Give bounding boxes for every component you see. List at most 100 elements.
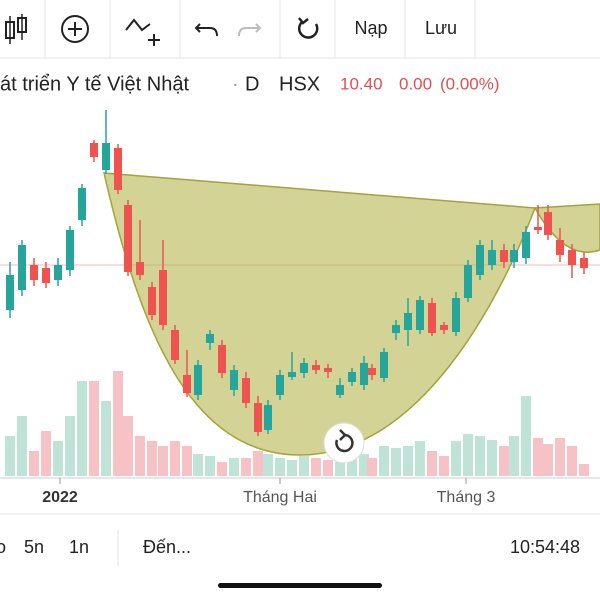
candle-body — [510, 250, 518, 262]
change-percent: (0.00%) — [440, 74, 500, 93]
x-axis-label: Tháng Hai — [243, 489, 317, 506]
x-axis-label: 2022 — [42, 489, 78, 506]
volume-bar — [135, 436, 145, 476]
save-button[interactable]: Lưu — [425, 18, 457, 38]
header-bg — [0, 62, 600, 106]
undo-button[interactable] — [194, 23, 218, 37]
volume-bar — [427, 451, 437, 476]
candle-body — [90, 143, 98, 157]
candle-body — [78, 188, 86, 220]
volume-bar — [323, 460, 333, 476]
interval: D — [245, 73, 259, 95]
range-button[interactable]: o — [0, 537, 6, 557]
volume-bar — [5, 436, 15, 476]
candle-body — [452, 298, 460, 332]
volume-bar — [391, 448, 401, 476]
candle-body — [136, 262, 144, 275]
candle-body — [6, 275, 14, 310]
goto-button[interactable]: Đến... — [143, 537, 191, 557]
candle-body — [534, 227, 542, 230]
redo-button[interactable] — [238, 23, 262, 37]
toolbar — [0, 0, 600, 59]
volume-bar — [439, 456, 449, 476]
volume-bar — [543, 444, 553, 476]
volume-bar — [113, 371, 123, 476]
range-button[interactable]: 1n — [69, 537, 89, 557]
reset-button[interactable] — [297, 17, 319, 39]
candle-body — [54, 265, 62, 280]
volume-bar — [263, 454, 273, 476]
candle-body — [404, 313, 412, 330]
candle-body — [242, 378, 250, 403]
candle-body — [336, 385, 344, 395]
volume-bar — [29, 451, 39, 476]
candle-body — [276, 375, 284, 395]
volume-bar — [158, 446, 168, 476]
volume-bar — [499, 446, 509, 476]
candle-body — [66, 230, 74, 270]
volume-bar — [53, 441, 63, 476]
candle-body — [580, 258, 588, 268]
price: 10.40 — [340, 74, 383, 93]
volume-bar — [347, 456, 357, 476]
volume-bar — [41, 431, 51, 476]
candle-body — [360, 363, 368, 385]
candle-body — [464, 265, 472, 298]
candle-body — [392, 325, 400, 333]
reload-button[interactable] — [323, 422, 365, 464]
candle-body — [440, 325, 448, 330]
volume-bar — [487, 440, 497, 476]
candle-body — [230, 370, 238, 390]
volume-bar — [101, 401, 111, 476]
volume-bar — [379, 446, 389, 476]
candle-body — [428, 303, 436, 333]
candle-body — [522, 232, 530, 258]
candle-body — [476, 245, 484, 275]
home-indicator — [218, 583, 382, 588]
volume-bar — [253, 451, 263, 476]
candle-body — [380, 352, 388, 378]
volume-bar — [311, 458, 321, 476]
candle-body — [556, 240, 564, 255]
volume-bar — [205, 456, 215, 476]
volume-bar — [451, 441, 461, 476]
change: 0.00 — [399, 74, 432, 93]
volume-bar — [509, 436, 519, 476]
volume-bar — [89, 381, 99, 476]
candle-body — [148, 287, 156, 315]
symbol-name: át triển Y tế Việt Nhật — [0, 73, 189, 95]
volume-bar — [65, 416, 75, 476]
add-indicator-button[interactable] — [61, 15, 89, 43]
volume-bar — [579, 464, 589, 476]
candle-body — [114, 148, 122, 190]
candle-body — [218, 345, 226, 373]
volume-bar — [359, 454, 369, 476]
volume-bar — [475, 436, 485, 476]
candle-body — [206, 334, 214, 343]
candle-body — [159, 270, 167, 325]
candle-body — [124, 205, 132, 272]
volume-bar — [123, 416, 133, 476]
candles-layer — [6, 110, 588, 436]
load-button[interactable]: Nạp — [354, 18, 387, 38]
candle-body — [30, 265, 38, 280]
candle-body — [18, 245, 26, 290]
candle-body — [544, 212, 552, 235]
volume-bar — [335, 462, 345, 476]
candle-body — [368, 368, 376, 375]
volume-bar — [521, 396, 531, 476]
indicators-button[interactable] — [125, 18, 160, 46]
candle-body — [194, 365, 202, 395]
volume-bar — [193, 454, 203, 476]
cup-pattern — [103, 172, 537, 456]
candle-body — [348, 372, 356, 382]
separator: · — [232, 73, 239, 95]
volume-bar — [217, 462, 227, 476]
volume-bar — [170, 441, 180, 476]
volume-bar — [415, 441, 425, 476]
candle-body — [183, 375, 191, 393]
range-button[interactable]: 5n — [24, 537, 44, 557]
chart-type-button[interactable] — [5, 14, 27, 44]
exchange: HSX — [279, 73, 320, 95]
candle-body — [171, 330, 179, 360]
